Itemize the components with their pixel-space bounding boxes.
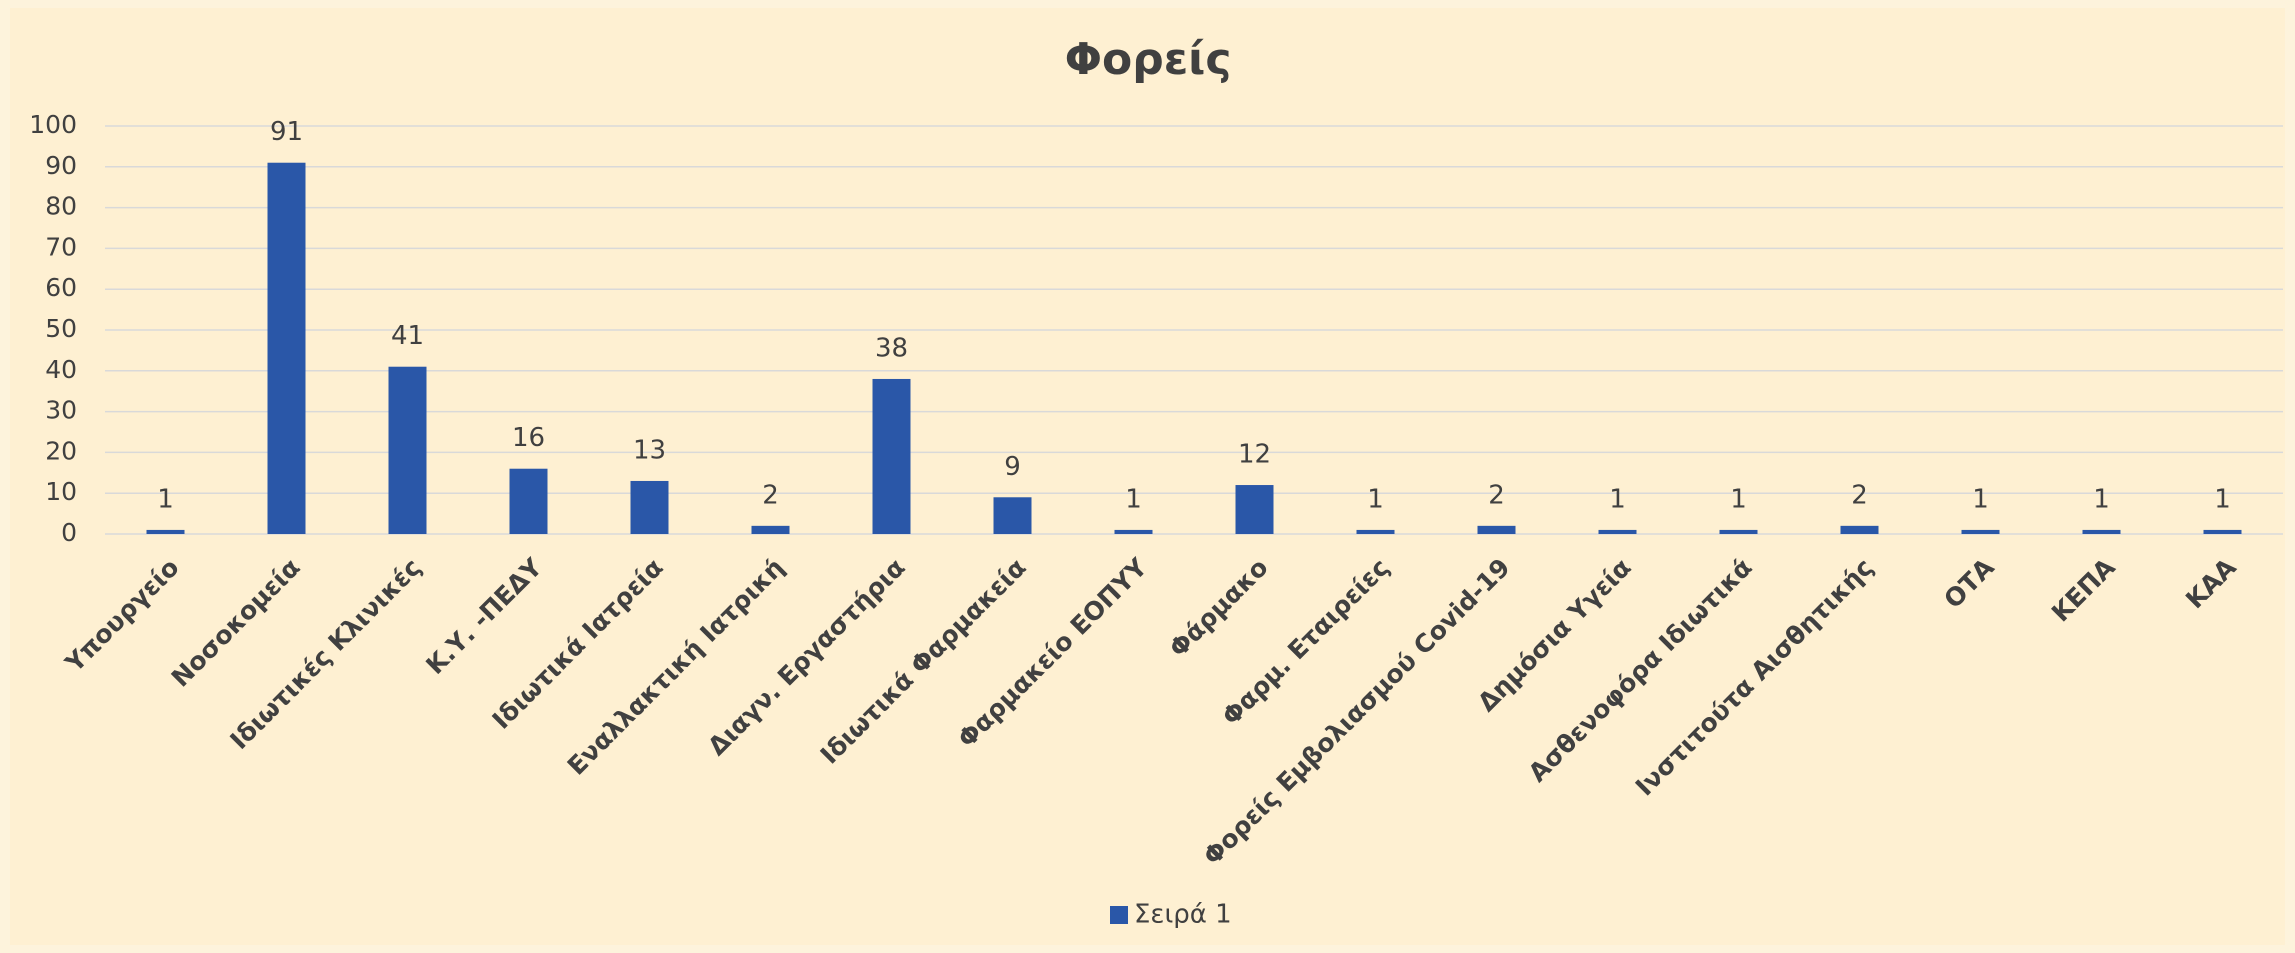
data-label: 1 xyxy=(1367,484,1384,514)
data-label: 9 xyxy=(1004,452,1021,482)
bar xyxy=(1477,525,1516,534)
bar xyxy=(1235,485,1274,534)
data-label: 91 xyxy=(270,117,303,147)
data-label: 1 xyxy=(1730,484,1747,514)
data-label: 1 xyxy=(157,484,174,514)
y-tick-label: 90 xyxy=(45,151,77,180)
y-tick-label: 30 xyxy=(45,396,77,425)
bar xyxy=(1598,529,1637,534)
y-tick-label: 20 xyxy=(45,436,77,465)
data-label: 1 xyxy=(1609,484,1626,514)
chart-title: Φορείς xyxy=(1065,34,1232,85)
bar xyxy=(2082,529,2121,534)
legend-label: Σειρά 1 xyxy=(1134,900,1232,930)
bar xyxy=(146,529,185,534)
data-label: 38 xyxy=(875,333,908,363)
bar xyxy=(2203,529,2242,534)
legend-swatch xyxy=(1110,906,1128,924)
y-tick-label: 70 xyxy=(45,232,77,261)
bar xyxy=(388,366,427,534)
data-label: 12 xyxy=(1238,440,1271,470)
data-label: 2 xyxy=(1488,480,1505,510)
y-tick-label: 100 xyxy=(29,110,77,139)
y-tick-label: 50 xyxy=(45,314,77,343)
bar xyxy=(872,378,911,534)
data-label: 41 xyxy=(391,321,424,351)
bar xyxy=(1114,529,1153,534)
y-tick-label: 10 xyxy=(45,477,77,506)
y-tick-label: 40 xyxy=(45,355,77,384)
bar xyxy=(1840,525,1879,534)
bar xyxy=(509,468,548,534)
bar xyxy=(993,497,1032,534)
bar xyxy=(1356,529,1395,534)
y-tick-label: 60 xyxy=(45,273,77,302)
y-tick-label: 0 xyxy=(61,518,77,547)
bar xyxy=(751,525,790,534)
bar xyxy=(1719,529,1758,534)
data-label: 1 xyxy=(2093,484,2110,514)
data-label: 13 xyxy=(633,435,666,465)
data-label: 16 xyxy=(512,423,545,453)
bar xyxy=(1961,529,2000,534)
data-label: 1 xyxy=(1125,484,1142,514)
bar xyxy=(267,162,306,534)
data-label: 2 xyxy=(762,480,779,510)
data-label: 1 xyxy=(2214,484,2231,514)
data-label: 1 xyxy=(1972,484,1989,514)
bar xyxy=(630,480,669,534)
chart-background xyxy=(10,8,2285,945)
data-label: 2 xyxy=(1851,480,1868,510)
y-tick-label: 80 xyxy=(45,192,77,221)
